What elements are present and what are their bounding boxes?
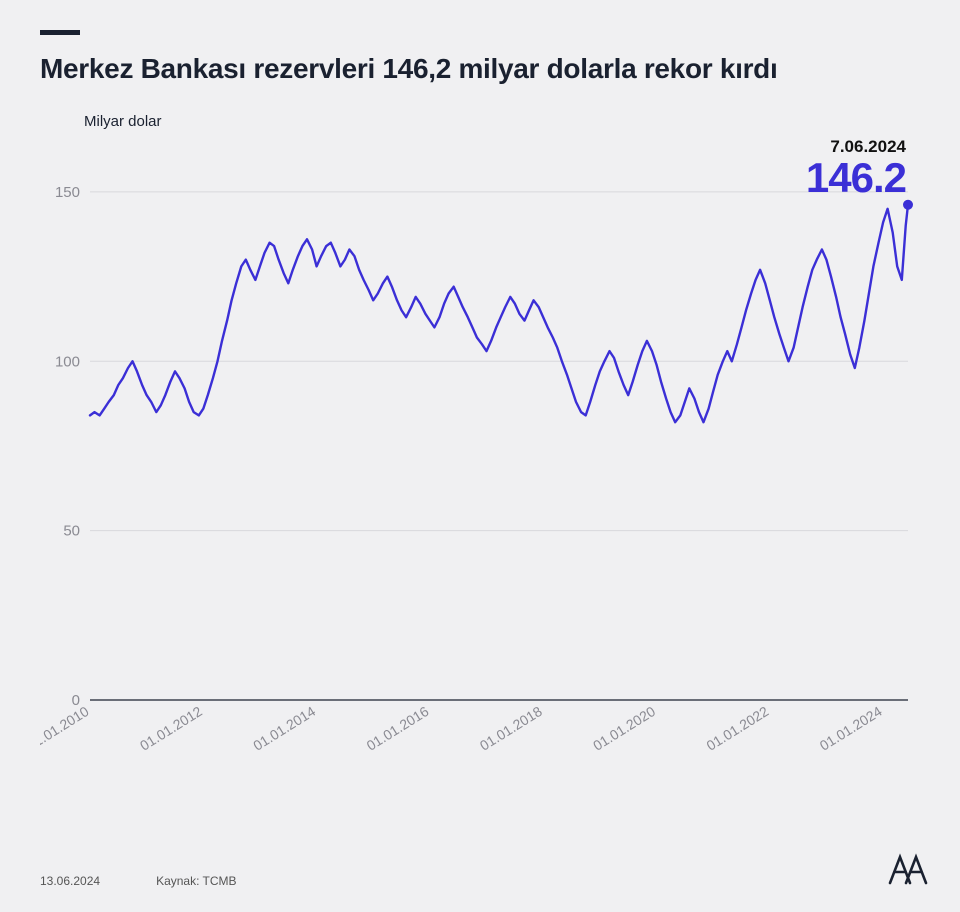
y-tick-label: 100 xyxy=(55,353,80,370)
reserve-line xyxy=(90,205,908,423)
x-tick-label: 01.01.2020 xyxy=(590,703,658,754)
y-axis-label: Milyar dolar xyxy=(84,113,920,130)
y-tick-label: 50 xyxy=(63,523,80,540)
x-tick-label: 01.01.2014 xyxy=(250,703,318,754)
x-tick-label: 01.01.2010 xyxy=(40,703,92,754)
footer: 13.06.2024 Kaynak: TCMB xyxy=(40,874,237,888)
footer-date: 13.06.2024 xyxy=(40,874,100,888)
aa-logo-icon xyxy=(886,849,932,894)
x-tick-label: 01.01.2018 xyxy=(477,703,545,754)
x-tick-label: 01.01.2016 xyxy=(364,703,432,754)
endpoint-marker xyxy=(903,200,913,210)
x-tick-label: 01.01.2024 xyxy=(817,703,885,754)
x-tick-label: 01.01.2022 xyxy=(703,703,771,754)
accent-bar xyxy=(40,30,80,35)
chart-area: 05010015001.01.201001.01.201201.01.20140… xyxy=(40,134,920,774)
line-chart: 05010015001.01.201001.01.201201.01.20140… xyxy=(40,134,920,774)
x-tick-label: 01.01.2012 xyxy=(137,703,205,754)
footer-source: Kaynak: TCMB xyxy=(156,874,236,888)
y-tick-label: 150 xyxy=(55,184,80,201)
page-title: Merkez Bankası rezervleri 146,2 milyar d… xyxy=(40,53,920,85)
callout-value: 146.2 xyxy=(806,154,906,201)
